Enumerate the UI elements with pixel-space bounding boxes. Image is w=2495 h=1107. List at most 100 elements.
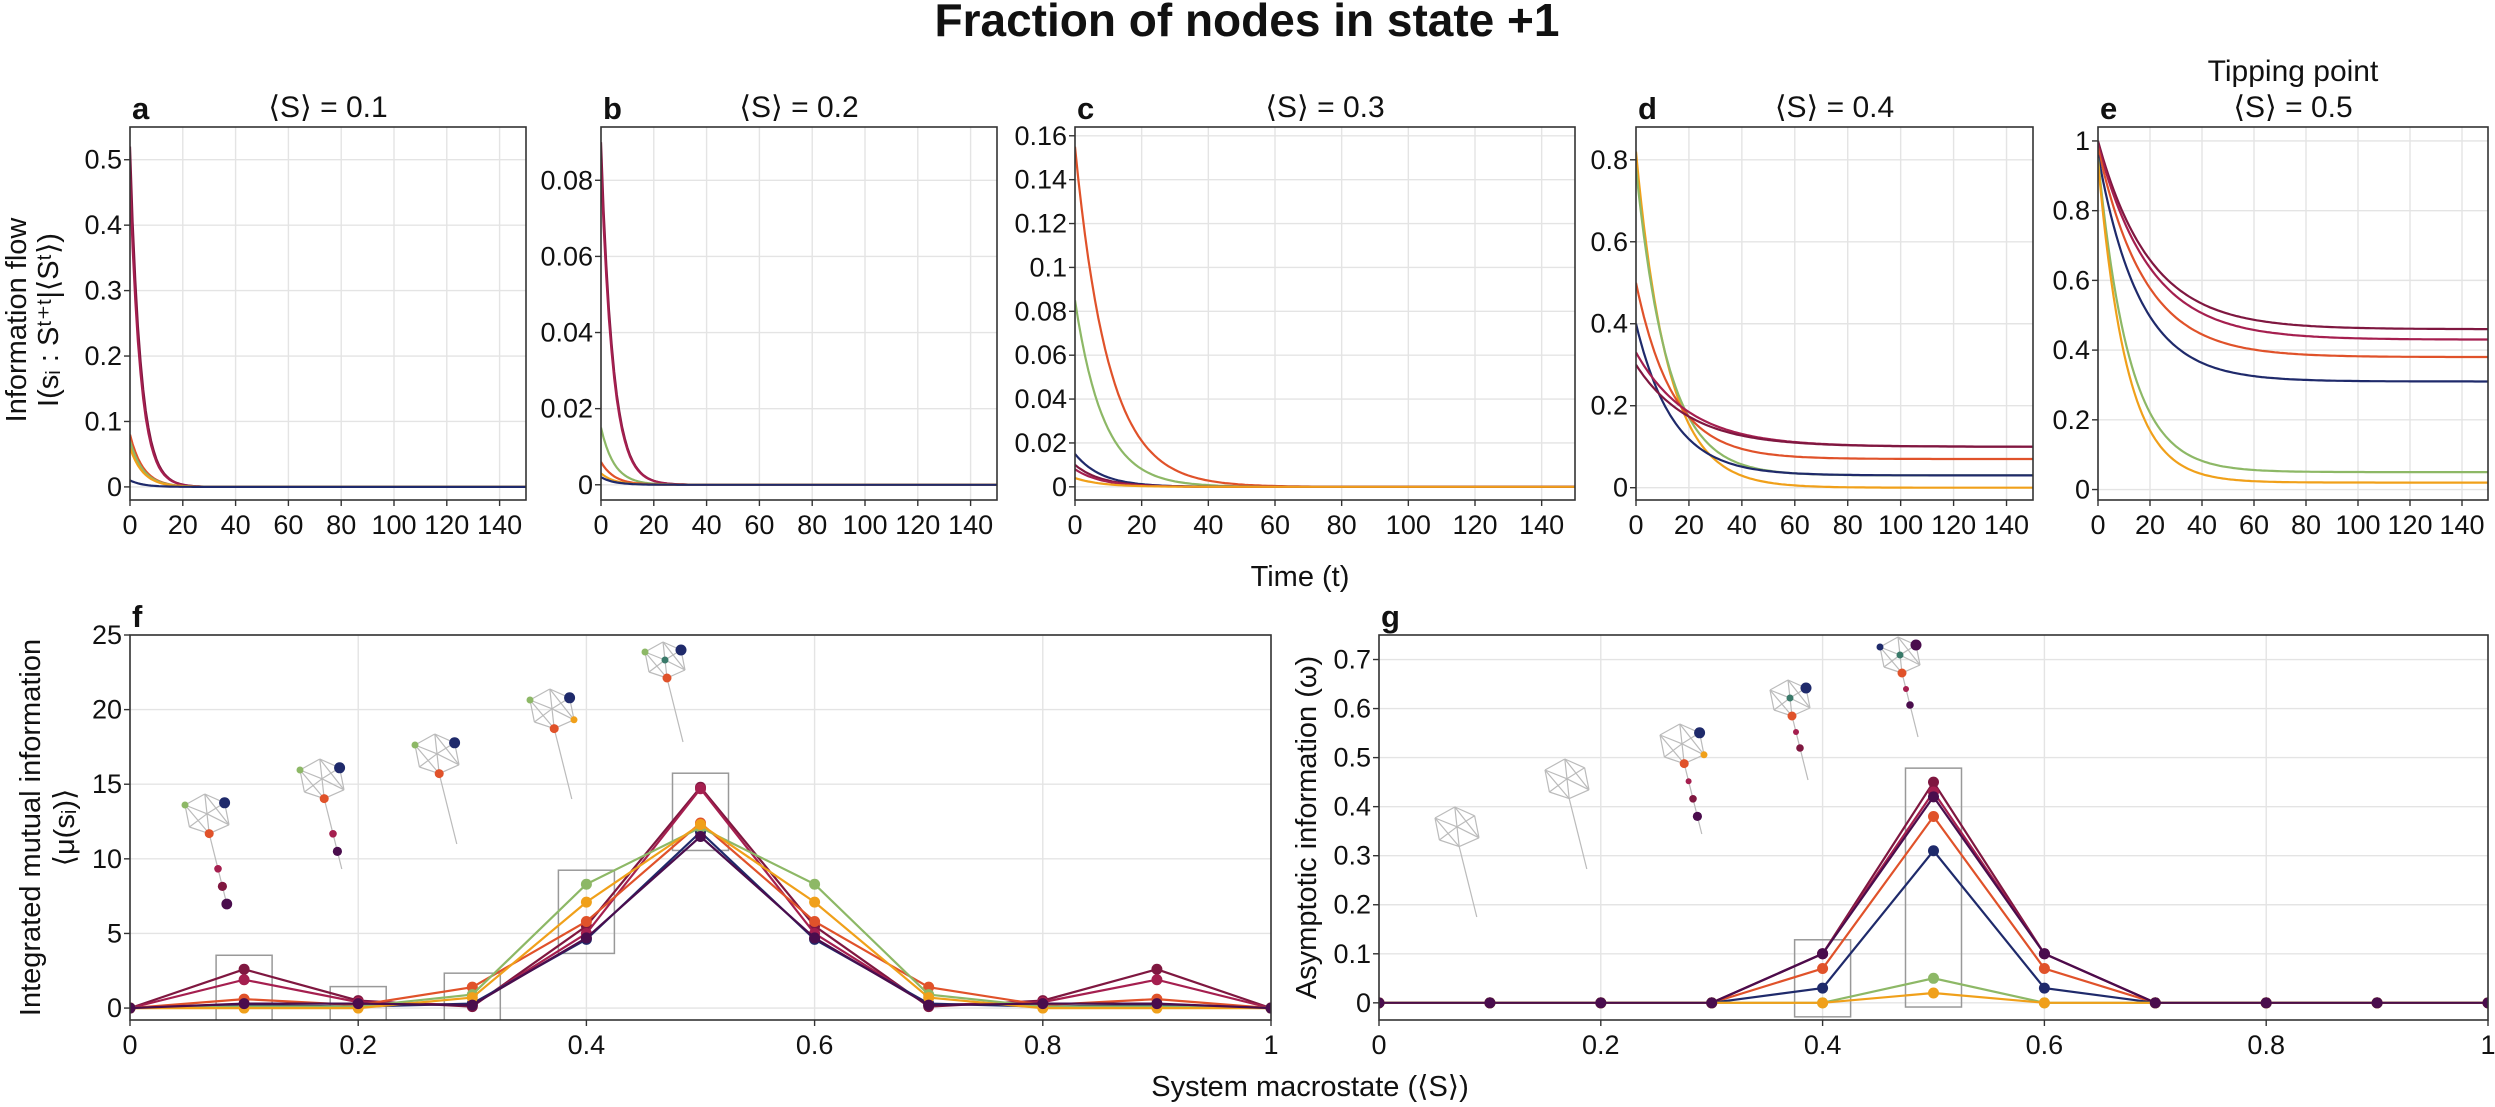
x-tick-label: 80: [2291, 510, 2321, 540]
network-edge: [184, 804, 210, 834]
data-point: [352, 998, 364, 1010]
network-edge: [662, 641, 686, 671]
y-tick-label: 0.1: [1029, 252, 1067, 282]
x-tick-label: 40: [1193, 510, 1223, 540]
data-point: [580, 878, 592, 890]
x-tick-label: 60: [273, 510, 303, 540]
network-edge: [299, 769, 325, 799]
network-edge: [1456, 826, 1480, 839]
plot-area-f: [130, 772, 1271, 1020]
network-inset: [526, 688, 578, 800]
y-tick-label: 0: [1613, 473, 1628, 503]
x-tick-label: 40: [692, 510, 722, 540]
series-line: [1075, 453, 1575, 488]
x-tick-label: 20: [639, 510, 669, 540]
network-edge: [1544, 758, 1566, 771]
panel-title: ⟨S⟩ = 0.2: [739, 91, 858, 124]
x-tick-label: 120: [424, 510, 469, 540]
data-point: [809, 896, 821, 908]
network-edge: [1566, 778, 1590, 791]
plot-area-c: [1075, 146, 1575, 488]
network-edge: [1584, 767, 1590, 790]
x-tick-label: 0: [593, 510, 608, 540]
network-node: [1786, 694, 1794, 702]
series-line: [1379, 789, 2488, 1004]
y-axis-label: Asymptotic information (ω): [1291, 656, 1323, 999]
network-edge: [666, 677, 684, 743]
y-tick-label: 0.4: [2052, 335, 2090, 365]
data-point: [1817, 982, 1829, 994]
panel-title: ⟨S⟩ = 0.1: [268, 91, 387, 124]
y-tick-label: 0.1: [84, 406, 122, 436]
network-edge: [1899, 654, 1921, 666]
network-edge: [1659, 723, 1681, 736]
data-point: [580, 932, 592, 944]
series-line: [1075, 300, 1575, 488]
x-tick-label: 80: [1327, 510, 1357, 540]
figure-title: Fraction of nodes in state +1: [935, 0, 1560, 46]
highlight-box: [215, 954, 273, 1020]
x-tick-label: 0: [1628, 510, 1643, 540]
panel-b: 0 20 40 60 80 100 120 140 0 0.02 0.04 0.06 0.08 b ⟨S⟩ …: [540, 91, 998, 540]
network-edge: [1434, 817, 1460, 847]
network-edge: [1789, 697, 1811, 709]
series-line: [1075, 146, 1575, 488]
x-tick-label: 0: [122, 1030, 137, 1060]
network-edge: [1544, 769, 1570, 799]
y-axis-label: Integrated mutual information: [15, 639, 47, 1016]
network-edge: [549, 688, 553, 709]
x-tick-label: 120: [1452, 510, 1497, 540]
x-tick-label: 20: [168, 510, 198, 540]
network-edge: [1458, 846, 1478, 918]
network-edge: [204, 793, 230, 826]
network-node: [434, 769, 444, 779]
network-node: [1906, 701, 1914, 709]
network-edge: [529, 699, 535, 723]
network-edge: [664, 659, 686, 671]
data-point: [1928, 810, 1939, 822]
series-line: [1075, 477, 1575, 488]
y-tick-label: 0: [1052, 472, 1067, 502]
x-tick-label: 80: [797, 510, 827, 540]
network-edge: [1879, 646, 1903, 674]
network-inset: [296, 758, 346, 870]
network-node: [449, 737, 461, 749]
network-node: [1896, 651, 1904, 659]
x-tick-label: 100: [842, 510, 887, 540]
network-edge: [1897, 636, 1921, 666]
y-tick-label: 0.7: [1333, 645, 1371, 675]
network-edge: [1566, 778, 1570, 799]
network-node: [214, 865, 222, 873]
network-node: [1692, 811, 1702, 822]
network-edge: [529, 699, 555, 729]
network-node: [1910, 639, 1922, 651]
network-edge: [1458, 837, 1480, 848]
data-point: [1379, 997, 1385, 1009]
network-node: [675, 644, 687, 656]
plot-area-d: [1636, 151, 2033, 489]
network-edge: [204, 793, 208, 814]
data-point: [1265, 1002, 1271, 1014]
series-line: [130, 440, 526, 488]
network-insets-layer: [181, 636, 1922, 918]
network-node: [1700, 751, 1708, 759]
y-tick-label: 0.5: [1333, 743, 1371, 773]
series-line: [2098, 154, 2488, 383]
x-tick-label: 0.8: [1024, 1030, 1062, 1060]
data-point: [580, 896, 592, 908]
x-tick-label: 1: [2480, 1030, 2495, 1060]
series-line: [1636, 151, 2033, 489]
y-tick-label: 0.06: [1014, 340, 1067, 370]
network-node: [641, 648, 649, 656]
data-point: [2371, 997, 2383, 1009]
data-point: [1817, 948, 1829, 960]
network-edge: [529, 688, 551, 701]
x-tick-label: 120: [895, 510, 940, 540]
y-tick-label: 0.6: [2052, 265, 2090, 295]
series-line: [2098, 144, 2488, 341]
x-tick-label: 20: [2135, 510, 2165, 540]
y-tick-label: 0.16: [1014, 121, 1067, 151]
network-edge: [1544, 769, 1568, 780]
network-edge: [414, 733, 436, 746]
x-tick-label: 140: [2439, 510, 2484, 540]
